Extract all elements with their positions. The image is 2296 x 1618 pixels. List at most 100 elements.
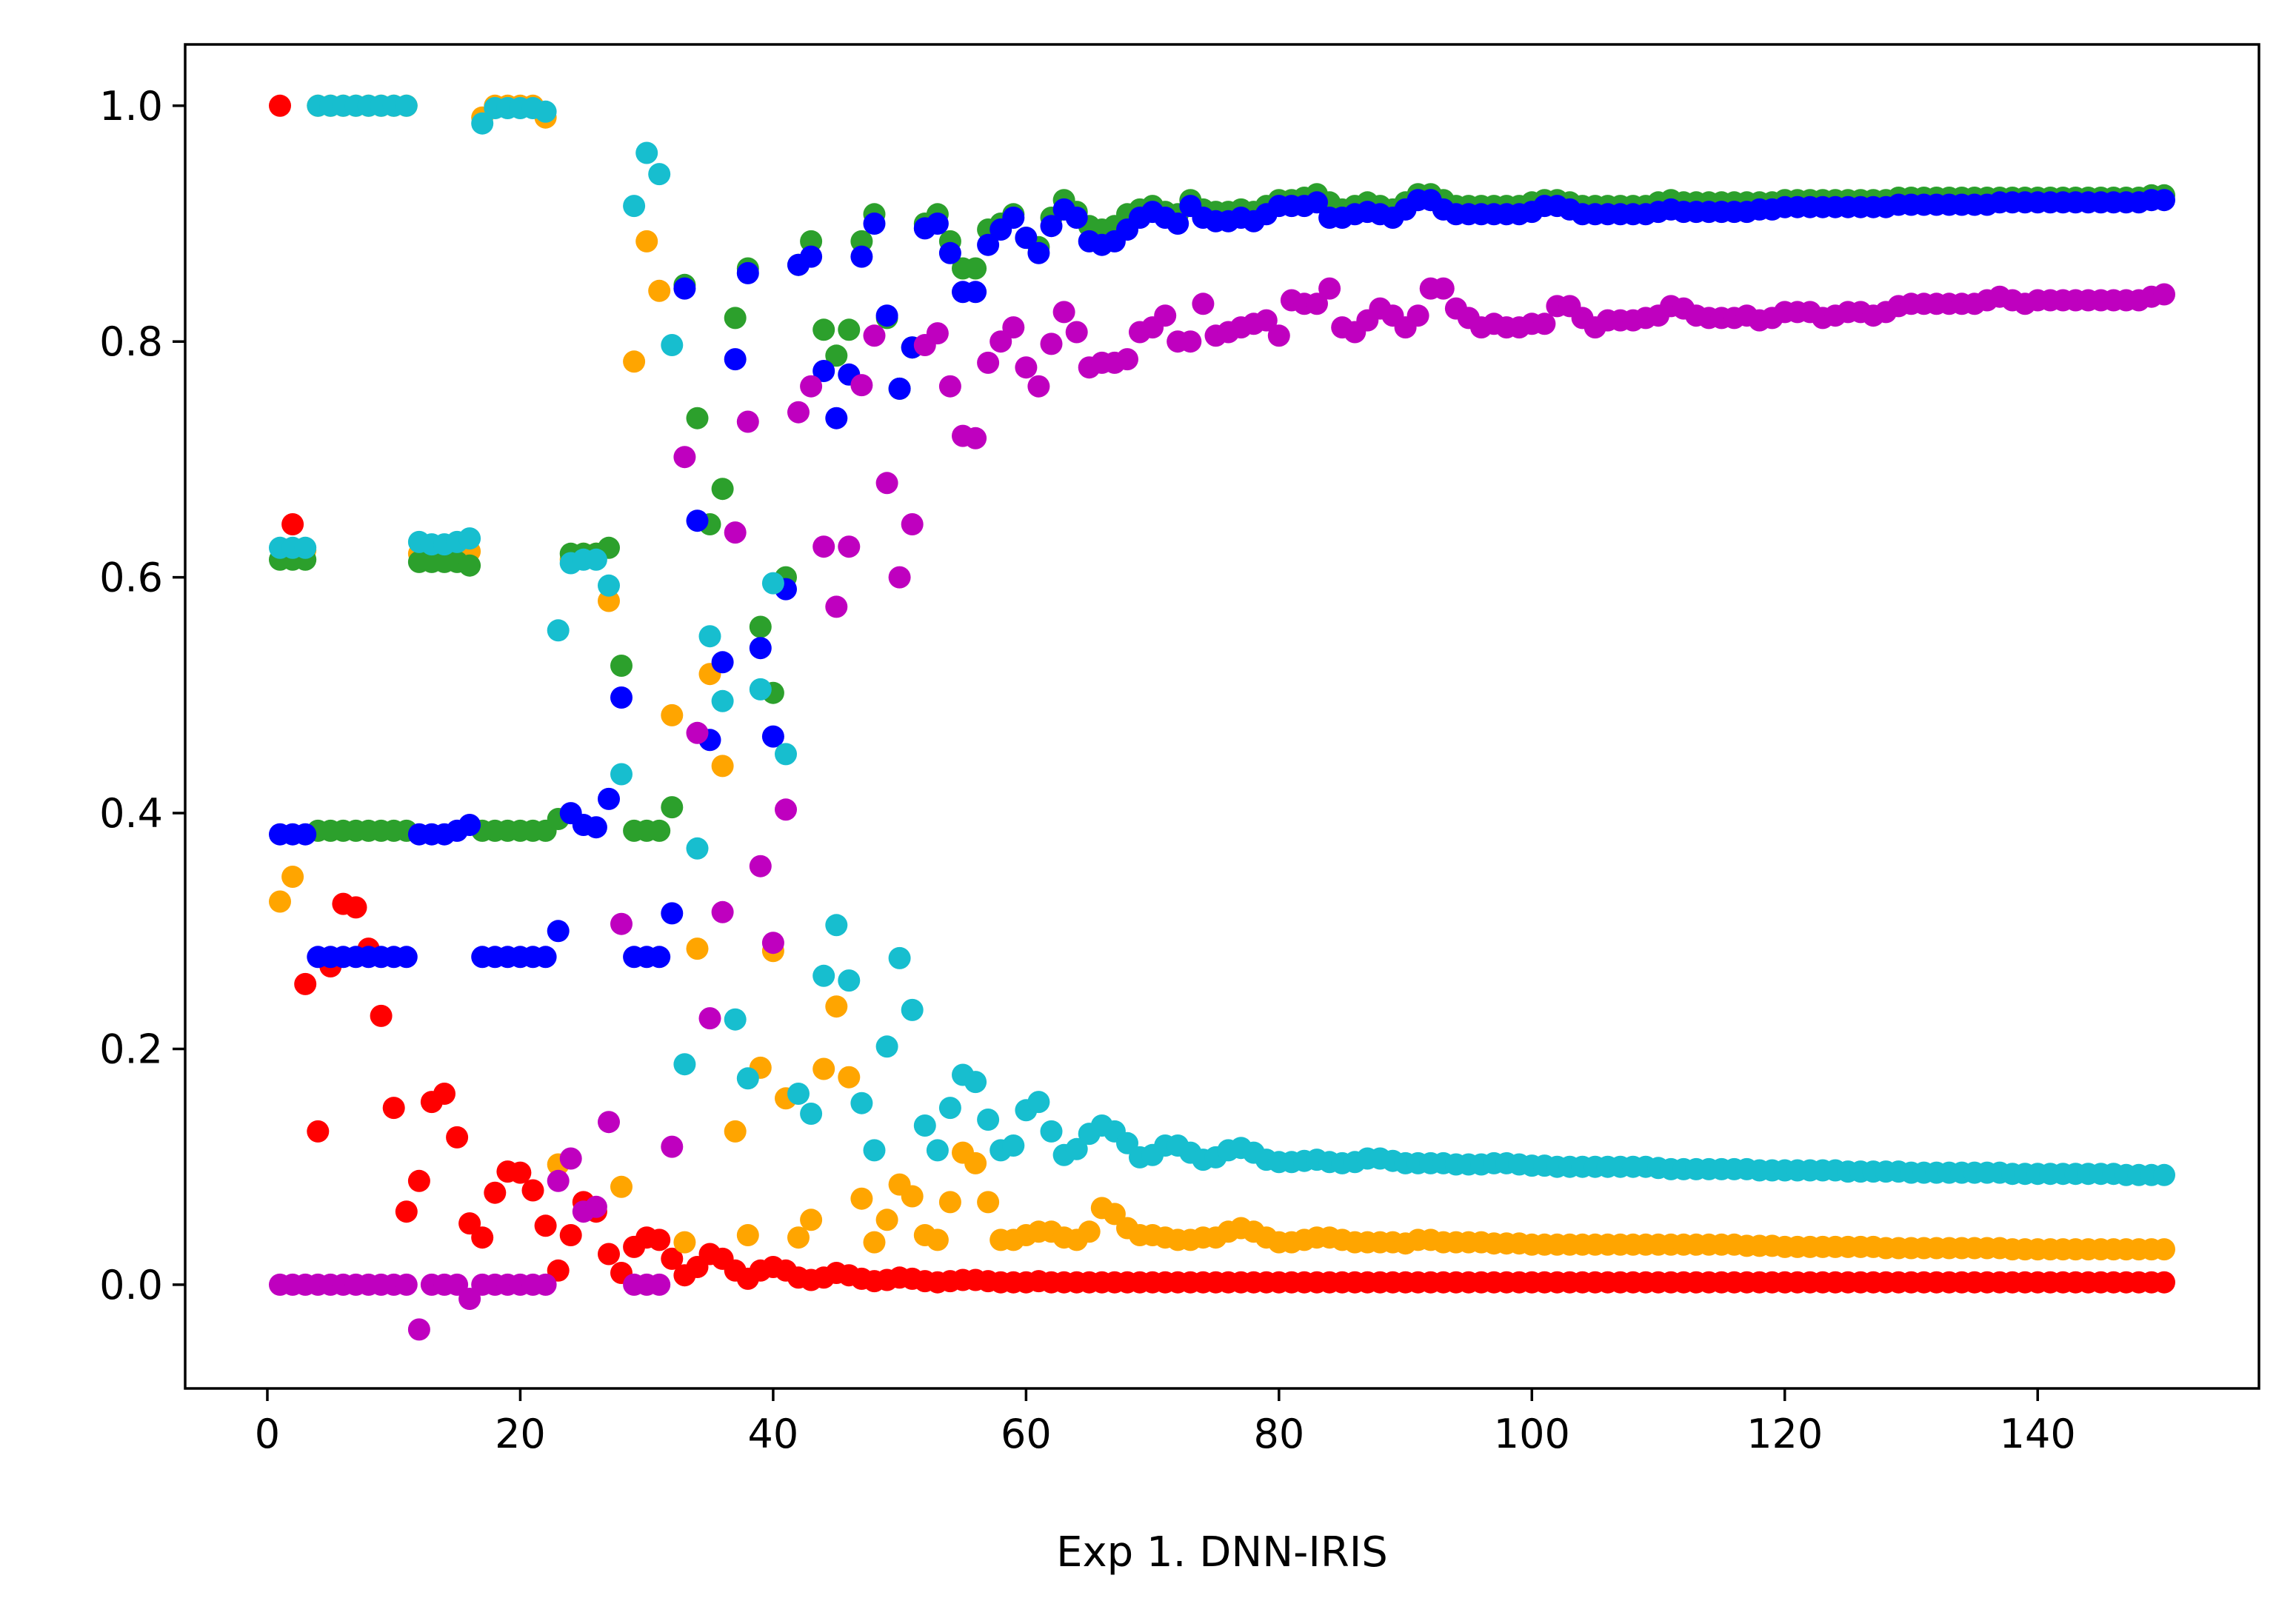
data-points-layer — [269, 94, 2175, 1341]
data-point-series-0-1 — [281, 513, 304, 535]
data-point-series-4-34 — [698, 625, 721, 648]
data-point-series-4-58 — [1002, 1134, 1025, 1157]
data-point-series-4-51 — [913, 1114, 936, 1137]
data-point-series-4-44 — [825, 914, 848, 937]
data-point-series-4-25 — [584, 548, 607, 571]
data-point-series-4-28 — [623, 195, 646, 218]
data-point-series-2-44 — [825, 344, 848, 367]
data-point-series-0-8 — [370, 1004, 393, 1027]
data-point-series-5-23 — [559, 1147, 582, 1170]
data-point-series-3-58 — [1002, 207, 1025, 229]
data-point-series-4-42 — [800, 1103, 823, 1125]
data-point-series-3-47 — [863, 213, 886, 235]
data-point-series-4-39 — [761, 572, 784, 595]
data-point-series-1-45 — [838, 1066, 861, 1089]
x-axis-label: Exp 1. DNN-IRIS — [1056, 1528, 1388, 1577]
data-point-series-5-38 — [749, 855, 772, 877]
data-point-series-5-55 — [964, 427, 987, 449]
data-point-series-3-31 — [661, 902, 684, 925]
data-point-series-5-15 — [458, 1288, 481, 1310]
data-point-series-4-50 — [901, 998, 924, 1021]
data-point-series-2-45 — [838, 318, 861, 341]
data-point-series-5-27 — [610, 912, 633, 935]
data-point-series-4-29 — [635, 141, 658, 164]
data-point-series-5-22 — [547, 1169, 570, 1192]
data-point-series-5-58 — [1002, 316, 1025, 339]
data-point-series-0-149 — [2153, 1271, 2175, 1294]
data-point-series-2-33 — [686, 407, 709, 429]
data-point-series-3-82 — [1306, 191, 1328, 214]
data-point-series-5-43 — [812, 535, 835, 558]
data-point-series-2-15 — [458, 554, 481, 577]
data-point-series-5-31 — [661, 1135, 684, 1158]
data-point-series-4-53 — [938, 1097, 961, 1120]
data-point-series-5-10 — [395, 1273, 418, 1296]
data-point-series-0-26 — [598, 1243, 620, 1266]
y-tick-label: 0.6 — [99, 555, 163, 601]
data-point-series-0-19 — [509, 1161, 532, 1184]
data-point-series-0-0 — [269, 94, 291, 117]
data-point-series-5-79 — [1267, 324, 1290, 347]
data-point-series-1-41 — [787, 1226, 810, 1249]
data-point-series-4-55 — [964, 1071, 987, 1094]
data-point-series-2-36 — [724, 307, 747, 330]
data-point-series-5-42 — [800, 375, 823, 398]
data-point-series-4-38 — [749, 678, 772, 701]
data-point-series-4-26 — [598, 574, 620, 597]
data-point-series-4-60 — [1027, 1091, 1050, 1114]
data-point-series-3-60 — [1027, 241, 1050, 264]
y-tick-label: 0.0 — [99, 1262, 163, 1308]
data-point-series-4-46 — [850, 1092, 873, 1114]
data-point-series-4-30 — [648, 163, 671, 186]
data-point-series-3-21 — [534, 946, 557, 969]
data-point-series-3-22 — [547, 920, 570, 943]
data-point-series-3-48 — [875, 304, 898, 327]
data-point-series-4-31 — [661, 334, 684, 356]
data-point-series-5-49 — [888, 566, 911, 589]
data-point-series-1-26 — [598, 589, 620, 612]
data-point-series-5-48 — [875, 472, 898, 495]
data-point-series-0-30 — [648, 1228, 671, 1251]
data-point-series-1-33 — [686, 937, 709, 960]
data-point-series-2-38 — [749, 615, 772, 638]
data-point-series-3-44 — [825, 407, 848, 429]
data-point-series-5-62 — [1052, 301, 1075, 324]
data-point-series-3-15 — [458, 814, 481, 836]
data-point-series-5-46 — [850, 374, 873, 397]
data-point-series-2-43 — [812, 318, 835, 341]
data-point-series-0-2 — [294, 972, 317, 995]
data-point-series-5-149 — [2153, 283, 2175, 306]
x-tick-label: 60 — [1001, 1411, 1052, 1457]
data-point-series-0-20 — [521, 1179, 544, 1202]
data-point-series-1-30 — [648, 279, 671, 302]
data-point-series-4-61 — [1040, 1120, 1063, 1143]
data-point-series-4-56 — [977, 1109, 1000, 1131]
data-point-series-5-60 — [1027, 375, 1050, 398]
data-point-series-1-37 — [736, 1224, 759, 1246]
data-point-series-3-59 — [1015, 227, 1038, 250]
x-axis-ticks: 0 20 40 60 80 100 120 140 — [255, 1388, 2076, 1457]
data-point-series-4-48 — [875, 1035, 898, 1058]
data-point-series-3-26 — [598, 787, 620, 810]
data-point-series-5-57 — [990, 330, 1012, 353]
data-point-series-2-31 — [661, 796, 684, 819]
data-point-series-1-55 — [964, 1151, 987, 1174]
data-point-series-4-36 — [724, 1008, 747, 1031]
data-point-series-0-13 — [433, 1083, 455, 1105]
x-tick-label: 0 — [255, 1411, 280, 1457]
data-point-series-0-17 — [484, 1181, 507, 1204]
data-point-series-1-48 — [875, 1209, 898, 1231]
data-point-series-5-33 — [686, 721, 709, 744]
data-point-series-0-16 — [471, 1226, 494, 1249]
data-point-series-1-53 — [938, 1191, 961, 1214]
data-point-series-5-73 — [1192, 292, 1215, 315]
data-point-series-3-43 — [812, 360, 835, 382]
data-point-series-4-15 — [458, 527, 481, 550]
data-point-series-5-83 — [1318, 277, 1341, 300]
y-tick-label: 0.8 — [99, 318, 163, 365]
data-point-series-3-35 — [711, 651, 734, 674]
data-point-series-4-16 — [471, 112, 494, 135]
data-point-series-1-149 — [2153, 1238, 2175, 1261]
data-point-series-0-15 — [458, 1212, 481, 1235]
